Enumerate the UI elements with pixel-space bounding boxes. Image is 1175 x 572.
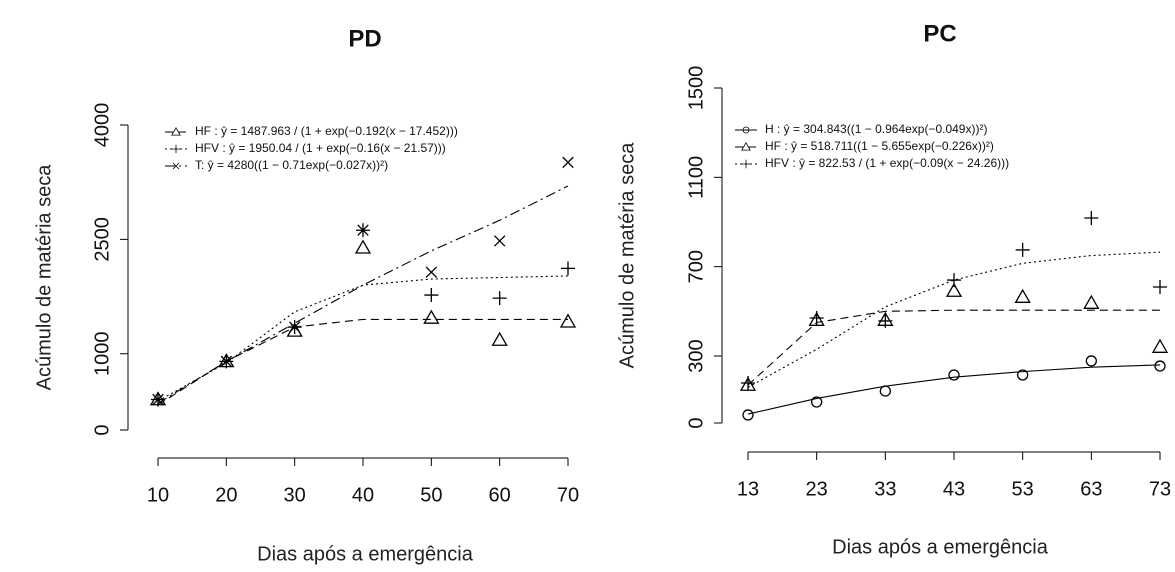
point xyxy=(561,261,575,276)
point xyxy=(152,393,164,406)
point xyxy=(357,224,369,236)
x-tick-label: 33 xyxy=(874,478,896,500)
fit-curve xyxy=(747,309,1160,386)
point xyxy=(879,385,891,397)
point xyxy=(948,369,960,381)
legend-marker xyxy=(171,144,181,154)
x-tick-label: 23 xyxy=(806,478,828,500)
x-axis-label: Dias após a emergência xyxy=(832,536,1049,558)
x-tick-label: 70 xyxy=(557,484,579,506)
point xyxy=(945,282,963,297)
point xyxy=(354,239,372,254)
point xyxy=(811,396,823,408)
point xyxy=(742,409,754,421)
point xyxy=(424,288,439,303)
x-tick-label: 60 xyxy=(489,484,511,506)
fit-curve xyxy=(747,364,1161,415)
point xyxy=(1154,360,1166,372)
point xyxy=(1151,338,1169,353)
y-tick-label: 1500 xyxy=(685,66,707,111)
legend-label: T: ŷ = 4280((1 − 0.71exp(−0.027x))²) xyxy=(195,158,388,172)
point xyxy=(1015,242,1030,257)
y-tick-label: 0 xyxy=(685,417,707,428)
y-tick-label: 300 xyxy=(685,339,707,372)
point xyxy=(1083,294,1100,309)
point xyxy=(559,313,577,328)
point xyxy=(809,311,824,326)
point xyxy=(1014,288,1031,303)
x-tick-label: 10 xyxy=(147,484,169,506)
panel: PD Dias após a emergência Acúmulo de matér… xyxy=(33,25,579,565)
y-axis-label: Acúmulo de matéria seca xyxy=(616,142,638,369)
point xyxy=(1084,210,1099,225)
y-tick-label: 1100 xyxy=(685,156,707,199)
x-tick-label: 53 xyxy=(1012,478,1034,500)
point xyxy=(947,273,961,288)
point xyxy=(493,235,506,247)
point xyxy=(491,331,508,346)
point xyxy=(425,266,438,278)
point xyxy=(1153,279,1167,294)
x-tick-label: 63 xyxy=(1080,478,1102,500)
y-axis-label: Acúmulo de matéria seca xyxy=(33,164,55,391)
panel: PC Dias após a emergência Acúmulo de matér… xyxy=(616,20,1171,558)
legend-marker xyxy=(741,142,751,151)
legend-marker xyxy=(171,127,181,136)
x-tick-label: 30 xyxy=(284,484,306,506)
legend-marker xyxy=(172,162,180,170)
x-tick-label: 13 xyxy=(737,478,759,500)
legend-label: HF : ŷ = 518.711((1 − 5.655exp(−0.226x))… xyxy=(765,139,994,153)
chart-title: PC xyxy=(923,20,956,47)
y-tick-label: 700 xyxy=(685,250,707,283)
point xyxy=(492,291,507,306)
point xyxy=(1085,355,1097,367)
point xyxy=(220,355,233,368)
point xyxy=(878,313,893,328)
x-tick-label: 40 xyxy=(352,484,374,506)
legend-label: HFV : ŷ = 822.53 / (1 + exp(−0.09(x − 24… xyxy=(765,156,1009,170)
x-tick-label: 50 xyxy=(420,484,442,506)
y-tick-label: 2500 xyxy=(91,217,113,262)
x-tick-label: 20 xyxy=(215,484,237,506)
legend-label: HFV : ŷ = 1950.04 / (1 + exp(−0.16(x − 2… xyxy=(195,141,446,155)
point xyxy=(1017,369,1029,381)
point xyxy=(741,376,755,391)
fit-curve xyxy=(157,318,568,406)
y-tick-label: 4000 xyxy=(91,103,113,148)
point xyxy=(423,309,440,324)
y-tick-label: 1000 xyxy=(91,332,113,377)
x-tick-label: 73 xyxy=(1149,478,1171,500)
point xyxy=(562,156,574,169)
x-axis-label: Dias após a emergência xyxy=(257,543,474,565)
fit-curve xyxy=(157,185,569,404)
point xyxy=(288,321,301,333)
y-tick-label: 0 xyxy=(91,424,113,435)
fit-curve xyxy=(157,275,569,402)
x-tick-label: 43 xyxy=(943,478,965,500)
point xyxy=(739,376,757,391)
legend-label: H : ŷ = 304.843((1 − 0.964exp(−0.049x))²… xyxy=(765,122,987,136)
point xyxy=(808,311,825,326)
legend-marker xyxy=(741,159,751,169)
chart-title: PD xyxy=(348,25,381,52)
legend-marker xyxy=(742,126,750,134)
legend-label: HF : ŷ = 1487.963 / (1 + exp(−0.192(x − … xyxy=(195,124,458,138)
